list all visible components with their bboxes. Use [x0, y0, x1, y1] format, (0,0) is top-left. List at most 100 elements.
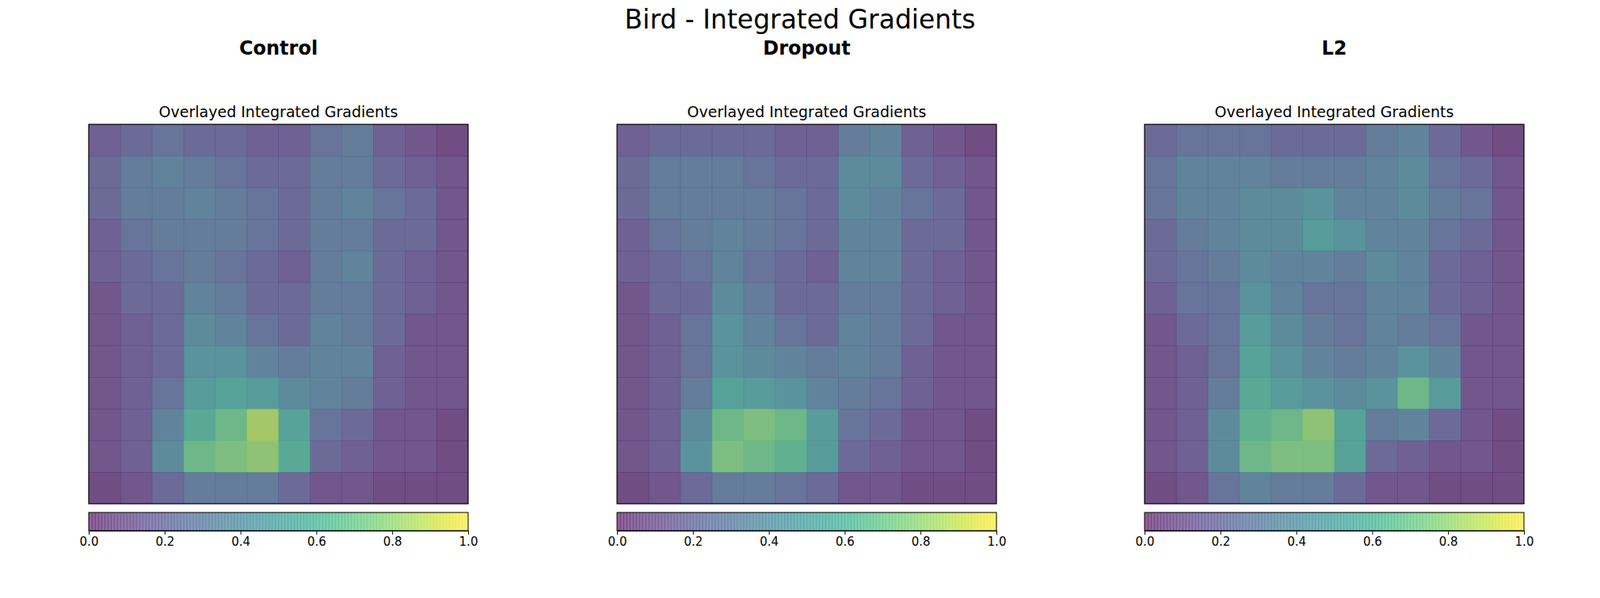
- heat-cell: [1207, 472, 1240, 504]
- heat-cell: [648, 219, 681, 252]
- heat-cell: [933, 219, 965, 252]
- heat-cell: [712, 472, 744, 504]
- colorbar-tick: 0.6: [307, 530, 327, 549]
- colorbar-stripe: [243, 512, 248, 531]
- colorbar-stripe: [1147, 512, 1152, 531]
- heat-cell: [1144, 377, 1177, 409]
- heat-cell: [680, 472, 713, 504]
- colorbar-tick: 0.6: [1363, 530, 1383, 549]
- colorbar-stripe: [708, 512, 713, 531]
- heat-cell: [341, 377, 374, 409]
- colorbar-stripe: [759, 512, 764, 531]
- colorbar-stripe: [1325, 512, 1330, 531]
- colorbar-stripe: [1485, 512, 1490, 531]
- heat-cell: [617, 187, 649, 220]
- colorbar-stripe: [458, 512, 463, 531]
- plot-area: [1144, 124, 1524, 504]
- heat-cell: [1365, 282, 1398, 315]
- colorbar-stripe: [347, 512, 352, 531]
- heat-cell: [1271, 187, 1303, 220]
- colorbar-stripe: [990, 512, 995, 531]
- colorbar-stripe: [423, 512, 428, 531]
- heat-cell: [404, 377, 437, 409]
- colorbar-stripe: [664, 512, 669, 531]
- colorbar-stripe: [791, 512, 796, 531]
- heat-cell: [712, 408, 744, 441]
- heat-cell: [933, 124, 965, 157]
- heat-cell: [88, 156, 121, 188]
- heat-cell: [1334, 124, 1367, 157]
- heat-cell: [247, 408, 279, 441]
- colorbar-stripe: [1476, 512, 1481, 531]
- colorbar-stripe: [322, 512, 327, 531]
- heat-cell: [1144, 251, 1177, 283]
- colorbar-stripe: [91, 512, 96, 531]
- colorbar-stripe: [234, 512, 239, 531]
- heat-cell: [247, 251, 279, 283]
- heat-cell: [436, 408, 469, 441]
- heat-cell: [183, 377, 216, 409]
- colorbar-stripe: [266, 512, 271, 531]
- colorbar-tick: 0.0: [1135, 530, 1155, 549]
- colorbar-stripe: [262, 512, 267, 531]
- colorbar-stripe: [1441, 512, 1446, 531]
- colorbar-stripe: [1242, 512, 1247, 531]
- heat-cell: [775, 377, 808, 409]
- colorbar-stripe: [369, 512, 374, 531]
- colorbar-stripe: [142, 512, 147, 531]
- colorbar-stripe: [1517, 512, 1522, 531]
- colorbar-stripe: [645, 512, 650, 531]
- heat-cell: [1144, 314, 1177, 347]
- heat-cell: [1492, 440, 1524, 473]
- colorbar-stripe: [209, 512, 214, 531]
- colorbar-stripe: [803, 512, 808, 531]
- heat-cell: [373, 251, 405, 283]
- heat-cell: [1176, 251, 1208, 283]
- colorbar-stripe: [139, 512, 144, 531]
- colorbar-stripe: [1362, 512, 1367, 531]
- heat-cell: [933, 345, 965, 378]
- heat-cell: [680, 345, 713, 378]
- heat-cell: [1428, 345, 1461, 378]
- colorbar-stripe: [923, 512, 928, 531]
- heat-cell: [775, 345, 808, 378]
- heat-cell: [712, 440, 744, 473]
- colorbar-stripe: [702, 512, 707, 531]
- heat-cell: [933, 377, 965, 409]
- heat-cell: [341, 345, 374, 378]
- heat-cell: [838, 156, 870, 188]
- colorbar-stripe: [1321, 512, 1326, 531]
- heat-cell: [215, 408, 248, 441]
- colorbar-stripe: [750, 512, 755, 531]
- heat-cell: [1492, 251, 1524, 283]
- colorbar-stripe: [667, 512, 672, 531]
- figure-title: Bird - Integrated Gradients: [624, 3, 976, 35]
- heat-cell: [1239, 440, 1272, 473]
- heat-cell: [152, 440, 184, 473]
- heat-cell: [404, 408, 437, 441]
- colorbar-stripe: [1271, 512, 1276, 531]
- colorbar-stripe: [145, 512, 150, 531]
- heat-cell: [373, 345, 405, 378]
- heat-cell: [1176, 472, 1208, 504]
- colorbar-stripe: [120, 512, 125, 531]
- colorbar-stripe: [1349, 512, 1354, 531]
- colorbar-axis: 0.00.20.40.60.81.0: [1135, 530, 1535, 549]
- heat-cell: [1460, 219, 1493, 252]
- heat-cell: [88, 251, 121, 283]
- heat-cell: [183, 440, 216, 473]
- colorbar-stripe: [834, 512, 839, 531]
- heat-cell: [1271, 219, 1303, 252]
- colorbar-tick-label: 0.2: [1211, 534, 1231, 549]
- heat-cell: [1302, 124, 1335, 157]
- colorbar-stripe: [1223, 512, 1228, 531]
- heat-cell: [436, 314, 469, 347]
- colorbar-stripe: [152, 512, 157, 531]
- heat-cell: [215, 377, 248, 409]
- panel-subtitle: Overlayed Integrated Gradients: [687, 102, 927, 121]
- heat-cell: [743, 187, 776, 220]
- heat-cell: [1460, 314, 1493, 347]
- heat-cell: [712, 282, 744, 315]
- heat-cell: [1397, 408, 1429, 441]
- heat-cell: [1239, 282, 1272, 315]
